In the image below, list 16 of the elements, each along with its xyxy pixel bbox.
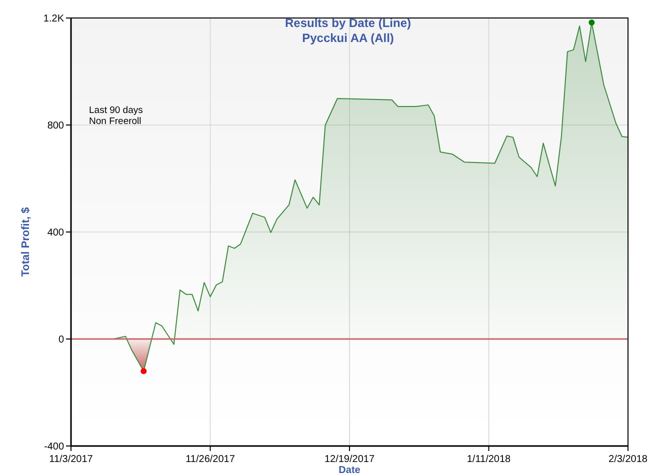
x-tick-label: 11/26/2017 — [186, 454, 236, 465]
x-tick-label: 12/19/2017 — [324, 454, 375, 465]
y-tick-label: 1.2K — [43, 14, 64, 24]
y-tick-label: 0 — [58, 334, 64, 346]
x-axis-title: Date — [338, 465, 361, 476]
y-tick-label: -400 — [44, 442, 64, 452]
y-tick-label: 400 — [47, 228, 64, 238]
text: Pycckui AA (All) — [302, 31, 394, 45]
y-tick-label: 800 — [47, 120, 64, 132]
x-tick-label: 2/3/2018 — [608, 454, 648, 465]
chart-title: Results by Date (Line) — [284, 16, 412, 30]
annotation: Last 90 days — [89, 105, 144, 116]
y-axis-title: Total Profit, $ — [20, 207, 32, 277]
x-tick-label: 11/3/2017 — [49, 454, 94, 465]
annotation: Non Freeroll — [89, 116, 142, 127]
x-tick-label: 1/11/2018 — [466, 454, 512, 465]
